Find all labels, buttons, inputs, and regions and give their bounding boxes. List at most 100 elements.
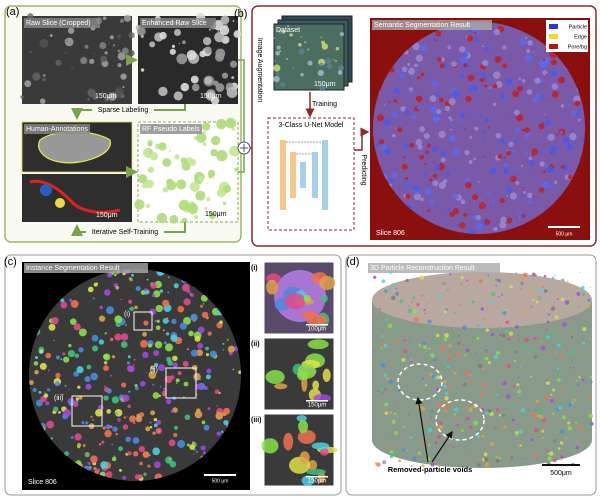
grain xyxy=(483,155,486,158)
texture xyxy=(273,25,345,92)
grain xyxy=(33,361,39,366)
grain xyxy=(390,398,392,400)
grain xyxy=(538,367,541,370)
grain xyxy=(452,90,460,98)
grain xyxy=(546,320,550,323)
grain xyxy=(433,161,436,164)
grain xyxy=(128,415,136,423)
grain xyxy=(168,150,171,152)
grain xyxy=(393,412,397,416)
grain xyxy=(581,292,586,297)
grain xyxy=(304,41,307,44)
grain xyxy=(489,300,494,304)
grain xyxy=(169,460,177,468)
grain xyxy=(438,97,444,103)
grain xyxy=(61,393,64,396)
grain xyxy=(396,111,399,114)
grain xyxy=(500,216,507,224)
grain xyxy=(158,142,167,151)
grain xyxy=(215,52,225,62)
grain xyxy=(527,409,530,412)
inset-particle xyxy=(303,294,311,303)
grain xyxy=(516,114,524,122)
grain xyxy=(112,426,118,432)
grain xyxy=(531,413,537,418)
grain xyxy=(541,288,545,292)
grain xyxy=(381,384,386,389)
grain xyxy=(515,272,518,275)
grain xyxy=(477,324,479,327)
grain xyxy=(177,371,182,376)
grain xyxy=(474,31,477,34)
grain xyxy=(416,105,422,110)
grain xyxy=(134,305,138,310)
grain xyxy=(528,160,535,167)
grain xyxy=(395,291,399,296)
grain xyxy=(469,425,473,430)
inset-particle xyxy=(320,294,328,303)
grain xyxy=(589,286,592,289)
grain xyxy=(413,184,420,192)
inset-particle xyxy=(274,383,288,390)
grain xyxy=(418,343,422,347)
grain xyxy=(578,426,582,430)
grain xyxy=(162,299,170,307)
grain xyxy=(447,354,452,359)
grain xyxy=(91,345,99,352)
grain xyxy=(220,15,230,25)
grain xyxy=(232,368,235,371)
inset-label: (iii) xyxy=(251,417,262,424)
grain xyxy=(125,324,127,326)
grain xyxy=(484,84,488,88)
grain xyxy=(412,456,417,461)
grain xyxy=(373,312,378,316)
grain xyxy=(402,425,406,428)
grain xyxy=(424,188,432,196)
grain xyxy=(512,149,516,153)
grain xyxy=(145,426,151,432)
grain xyxy=(567,104,571,107)
grain xyxy=(387,177,393,183)
semantic-slice xyxy=(373,22,585,234)
grain xyxy=(515,171,520,175)
model-label: 3-Class U-Net Model xyxy=(279,122,344,129)
grain xyxy=(434,341,437,344)
grain xyxy=(489,431,492,434)
grain xyxy=(391,419,396,424)
grain xyxy=(527,351,530,354)
grain xyxy=(501,380,507,386)
grain xyxy=(456,423,460,427)
grain xyxy=(433,358,437,362)
grain xyxy=(404,108,409,114)
grain xyxy=(446,461,448,463)
grain xyxy=(446,440,451,445)
grain xyxy=(493,226,498,232)
grain xyxy=(520,342,526,348)
grain xyxy=(438,130,446,139)
grain xyxy=(47,388,51,392)
grain xyxy=(461,429,464,432)
grain xyxy=(562,350,565,353)
grain xyxy=(420,44,427,51)
grain xyxy=(39,362,47,370)
grain xyxy=(128,437,132,440)
pointer-arrow xyxy=(415,396,429,463)
grain xyxy=(156,319,160,323)
grain xyxy=(567,426,572,431)
grain xyxy=(495,455,499,459)
grain xyxy=(518,77,521,81)
grain xyxy=(495,458,500,463)
grain xyxy=(545,449,549,453)
grain xyxy=(87,461,91,466)
grain xyxy=(469,42,471,44)
grain xyxy=(167,320,170,322)
inset-particle xyxy=(266,279,278,295)
grain xyxy=(183,317,191,325)
grain xyxy=(494,56,502,63)
grain xyxy=(464,149,470,156)
grain xyxy=(417,76,421,80)
grain xyxy=(458,119,460,121)
grain xyxy=(521,308,526,313)
grain xyxy=(541,429,544,433)
grain xyxy=(484,218,491,225)
